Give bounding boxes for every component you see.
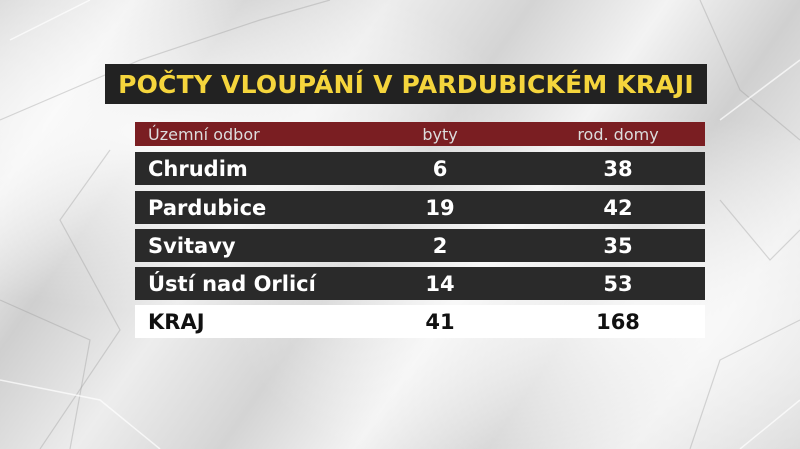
total-row: KRAJ 41 168 xyxy=(135,305,705,338)
table-header: Územní odbor byty rod. domy xyxy=(135,122,705,146)
table-row: Ústí nad Orlicí 14 53 xyxy=(135,267,705,300)
header-region: Územní odbor xyxy=(148,124,260,144)
row-region: Svitavy xyxy=(148,233,236,258)
row-flats: 14 xyxy=(425,271,455,296)
table-row: Chrudim 6 38 xyxy=(135,152,705,185)
row-region: Pardubice xyxy=(148,195,267,220)
total-houses: 168 xyxy=(596,309,640,334)
chart-title: POČTY VLOUPÁNÍ V PARDUBICKÉM KRAJI xyxy=(118,69,694,99)
row-houses: 35 xyxy=(603,233,633,258)
total-flats: 41 xyxy=(425,309,455,334)
header-flats: byty xyxy=(422,124,458,144)
table-row: Svitavy 2 35 xyxy=(135,229,705,262)
row-houses: 38 xyxy=(603,156,633,181)
row-region: Ústí nad Orlicí xyxy=(148,271,316,296)
row-flats: 2 xyxy=(432,233,448,258)
row-houses: 53 xyxy=(603,271,633,296)
title-bar: POČTY VLOUPÁNÍ V PARDUBICKÉM KRAJI xyxy=(105,64,707,104)
header-houses: rod. domy xyxy=(577,124,659,144)
table-row: Pardubice 19 42 xyxy=(135,191,705,224)
row-flats: 19 xyxy=(425,195,455,220)
row-region: Chrudim xyxy=(148,156,248,181)
total-label: KRAJ xyxy=(148,309,205,334)
row-houses: 42 xyxy=(603,195,633,220)
row-flats: 6 xyxy=(432,156,448,181)
